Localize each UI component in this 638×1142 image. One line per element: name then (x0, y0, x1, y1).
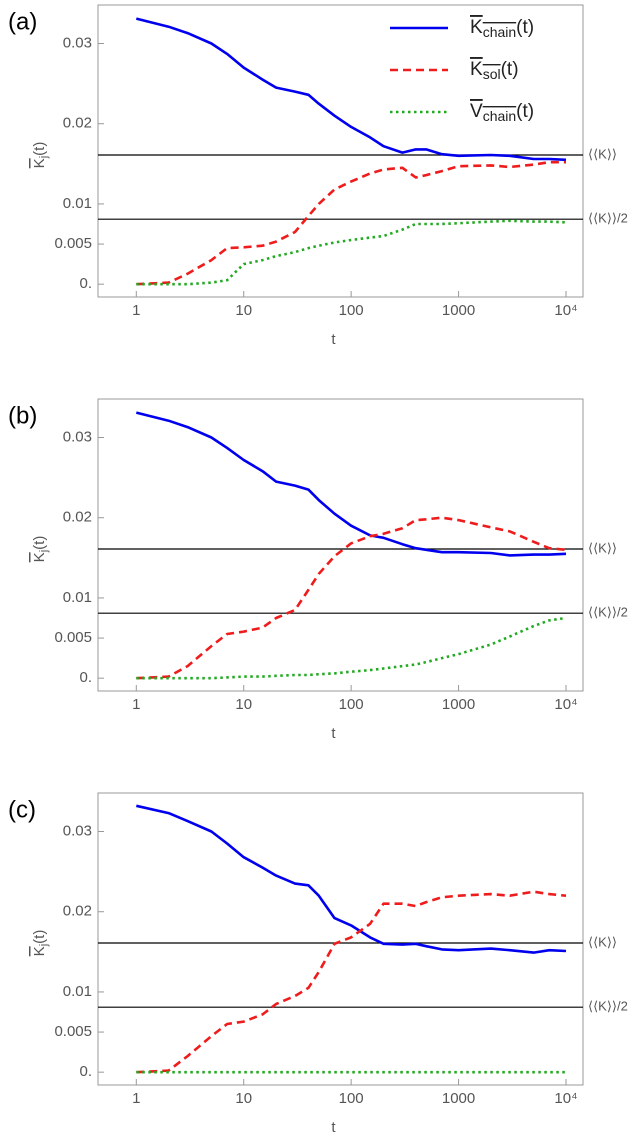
y-tick-label: 0.02 (63, 903, 92, 920)
y-axis-label: Kj(t) (31, 930, 50, 957)
panel: (b) 0. 0.005 0.01 0.02 0.03 1 10 100 1000 10⁴ t Kj(t… (8, 398, 628, 742)
y-tick-label: 0.005 (54, 1023, 92, 1040)
x-axis-label: t (331, 725, 336, 742)
y-tick-label: 0.01 (63, 589, 92, 606)
plot-frame (97, 4, 584, 298)
y-tick-label: 0.01 (63, 983, 92, 1000)
y-tick-label: 0.03 (63, 34, 92, 51)
y-axis-label: Kj(t) (31, 142, 50, 169)
x-tick-label: 10⁴ (554, 696, 577, 713)
panel-label: (a) (8, 8, 37, 35)
reference-label: ⟨⟨K⟩⟩ (588, 934, 617, 949)
y-axis-label: Kj(t) (31, 536, 50, 563)
y-tick-label: 0.005 (54, 629, 92, 646)
series-line (135, 411, 567, 557)
series-line (136, 616, 567, 680)
reference-label: ⟨⟨K⟩⟩/2 (588, 999, 628, 1014)
x-tick-label: 10 (235, 1090, 252, 1107)
legend-label: Ksol(t) (470, 59, 519, 82)
x-tick-label: 1 (132, 1090, 140, 1107)
series-line (136, 516, 567, 680)
y-tick-label: 0.02 (63, 115, 92, 132)
y-tick-label: 0.03 (63, 428, 92, 445)
x-tick-label: 10 (235, 302, 252, 319)
x-axis-label: t (331, 331, 336, 348)
x-tick-label: 1000 (442, 302, 475, 319)
x-tick-label: 10⁴ (554, 1090, 577, 1107)
plot-frame (97, 792, 584, 1086)
legend-label: Vchain(t) (470, 101, 534, 124)
plot-frame (97, 398, 584, 692)
series-line (136, 219, 567, 286)
y-tick-label: 0.02 (63, 509, 92, 526)
x-tick-label: 100 (339, 302, 364, 319)
panel-label: (b) (8, 402, 37, 429)
series-line (136, 804, 567, 954)
reference-label: ⟨⟨K⟩⟩ (588, 146, 617, 161)
reference-label: ⟨⟨K⟩⟩ (588, 540, 617, 555)
x-tick-label: 1000 (442, 696, 475, 713)
y-tick-label: 0.005 (54, 235, 92, 252)
legend-label: Kchain(t) (470, 17, 534, 40)
panel: (c) 0. 0.005 0.01 0.02 0.03 1 10 100 1000 10⁴ t Kj(t… (8, 792, 628, 1136)
y-tick-label: 0. (79, 669, 92, 686)
y-tick-label: 0.03 (63, 822, 92, 839)
x-tick-label: 1000 (442, 1090, 475, 1107)
y-tick-label: 0.01 (63, 195, 92, 212)
reference-label: ⟨⟨K⟩⟩/2 (588, 605, 628, 620)
y-tick-label: 0. (79, 1063, 92, 1080)
x-tick-label: 10 (235, 696, 252, 713)
y-tick-label: 0. (79, 275, 92, 292)
x-tick-label: 10⁴ (554, 302, 577, 319)
series-line (136, 890, 567, 1074)
panel-label: (c) (8, 796, 36, 823)
panel: (a) 0. 0.005 0.01 0.02 0.03 1 10 100 1000 10⁴ t Kj(t… (8, 4, 628, 348)
x-tick-label: 100 (339, 1090, 364, 1107)
series-line (136, 160, 566, 286)
x-axis-label: t (331, 1119, 336, 1136)
x-tick-label: 1 (132, 696, 140, 713)
x-tick-label: 1 (132, 302, 140, 319)
x-tick-label: 100 (339, 696, 364, 713)
series-line (135, 17, 567, 162)
reference-label: ⟨⟨K⟩⟩/2 (588, 211, 628, 226)
